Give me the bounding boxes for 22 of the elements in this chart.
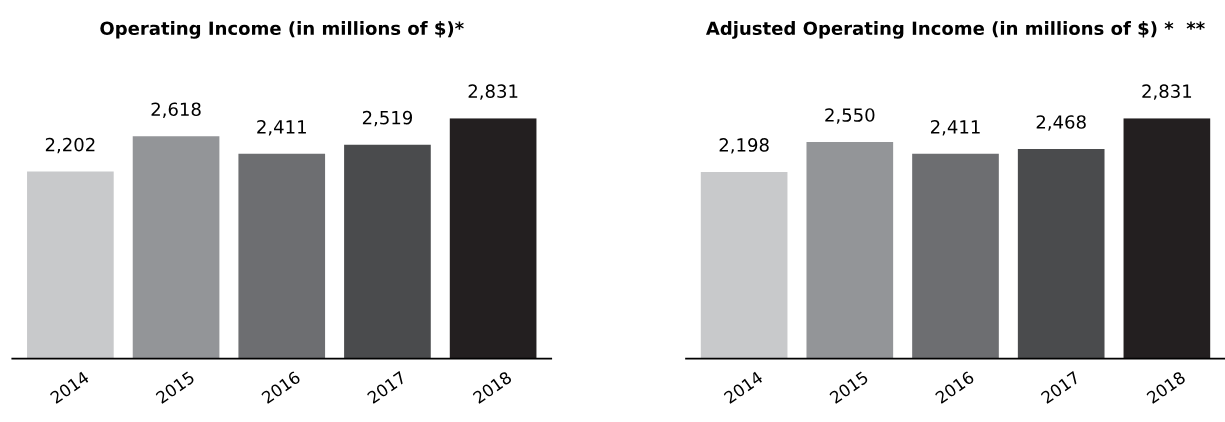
bar bbox=[912, 153, 999, 359]
bar bbox=[1017, 149, 1105, 359]
data-label: 2,519 bbox=[362, 110, 413, 127]
bar bbox=[700, 171, 788, 359]
bar bbox=[27, 171, 114, 359]
data-label: 2,411 bbox=[930, 120, 980, 136]
data-label: 2,618 bbox=[151, 102, 201, 118]
bar bbox=[132, 136, 220, 359]
data-label: 2,550 bbox=[825, 108, 875, 124]
bar bbox=[1123, 118, 1211, 359]
data-label: 2,468 bbox=[1036, 115, 1086, 131]
bar bbox=[449, 118, 537, 359]
data-label: 2,831 bbox=[468, 84, 518, 100]
data-label: 2,202 bbox=[45, 137, 95, 154]
data-label: 2,198 bbox=[719, 138, 769, 154]
bar bbox=[806, 142, 894, 359]
bar bbox=[238, 153, 326, 359]
data-label: 2,831 bbox=[1142, 84, 1192, 100]
data-label: 2,411 bbox=[257, 120, 306, 136]
bar bbox=[344, 144, 431, 359]
chart-title: Operating Income (in millions of $)* bbox=[100, 21, 464, 39]
chart-title: Adjusted Operating Income (in millions of $) * ** bbox=[705, 21, 1205, 39]
